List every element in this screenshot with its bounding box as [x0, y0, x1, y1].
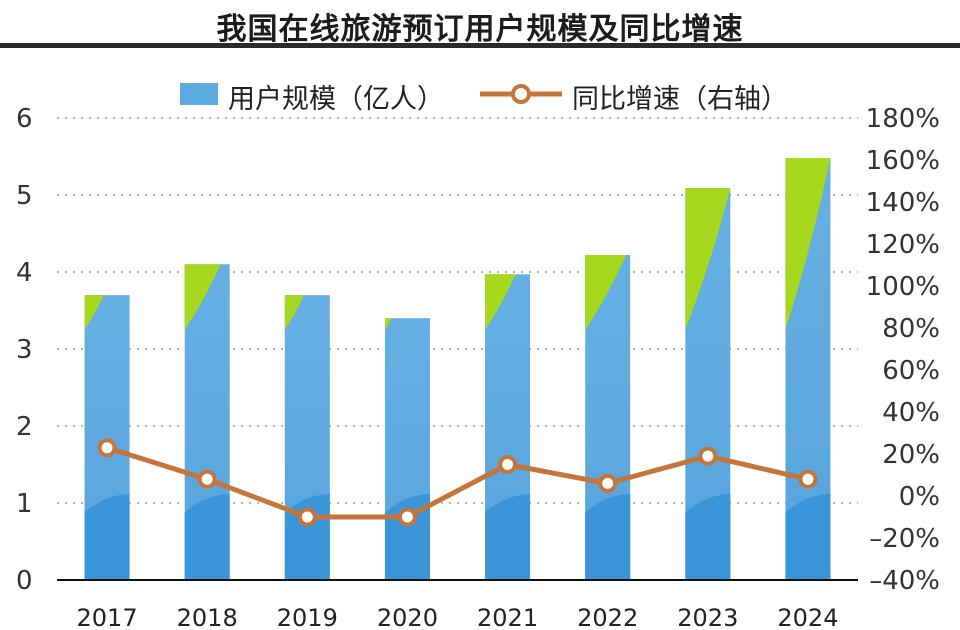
growth-point [498, 455, 518, 474]
right-tick-label: 80% [882, 314, 940, 344]
x-tick-label: 2018 [177, 604, 238, 630]
x-tick-label: 2017 [77, 604, 138, 630]
title-rule [0, 43, 960, 48]
bar-base-band [485, 493, 531, 580]
legend: 用户规模（亿人） 同比增速（右轴） [0, 74, 960, 115]
growth-point [397, 507, 417, 527]
bar-accent [585, 255, 627, 330]
bar-accent [184, 264, 221, 330]
left-tick-label: 2 [16, 412, 33, 442]
right-tick-label: 60% [882, 356, 940, 386]
right-tick-label: 180% [866, 104, 940, 134]
growth-point [798, 469, 818, 489]
left-tick-label: 1 [16, 489, 33, 519]
growth-point [698, 446, 718, 466]
bar-base-band [184, 493, 230, 580]
x-tick-label: 2019 [277, 604, 338, 630]
bar-base-band [84, 493, 130, 580]
right-tick-label: 160% [866, 146, 940, 176]
left-tick-label: 6 [16, 104, 33, 134]
left-tick-label: 5 [16, 181, 33, 211]
growth-point [97, 438, 117, 458]
legend-line-swatch [480, 84, 562, 104]
left-tick-label: 4 [16, 258, 33, 288]
bar-base-band [685, 493, 731, 580]
x-tick-label: 2020 [377, 604, 438, 630]
growth-point [598, 473, 618, 493]
left-tick-label: 0 [16, 566, 33, 596]
bar-accent [485, 274, 516, 330]
left-tick-label: 3 [16, 335, 33, 365]
x-tick-label: 2022 [577, 604, 638, 630]
right-tick-label: –40% [869, 566, 940, 596]
right-tick-label: –20% [869, 524, 940, 554]
legend-bar-swatch [180, 83, 218, 105]
growth-point [197, 469, 217, 489]
chart-title: 我国在线旅游预订用户规模及同比增速 [216, 12, 744, 47]
bar-accent [685, 188, 731, 330]
right-tick-label: 0% [899, 482, 940, 512]
bar-accent [785, 158, 831, 330]
right-tick-label: 100% [866, 272, 940, 302]
x-tick-label: 2021 [477, 604, 538, 630]
bar-accent [384, 318, 392, 330]
right-tick-label: 120% [866, 230, 940, 260]
x-tick-label: 2024 [777, 604, 838, 630]
growth-line [106, 445, 809, 520]
legend-bar-label: 用户规模（亿人） [228, 84, 444, 115]
bar-base-band [585, 493, 631, 580]
right-tick-label: 40% [882, 398, 940, 428]
bar-accent [284, 295, 304, 330]
legend-line-label: 同比增速（右轴） [572, 84, 788, 115]
x-tick-label: 2023 [677, 604, 738, 630]
bar-accent [84, 295, 104, 330]
right-tick-label: 20% [882, 440, 940, 470]
bar-base-band [785, 493, 831, 580]
growth-point [297, 507, 317, 527]
right-tick-label: 140% [866, 188, 940, 218]
